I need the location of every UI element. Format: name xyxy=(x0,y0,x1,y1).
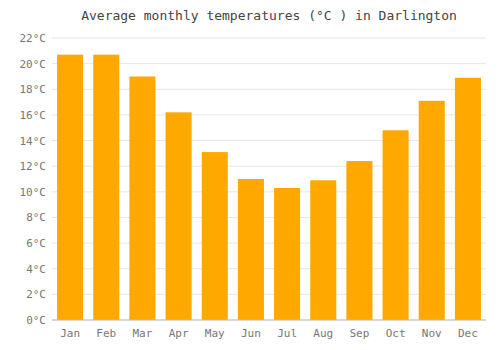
x-tick-label: Aug xyxy=(313,327,333,340)
y-tick-label: 2°C xyxy=(26,288,46,301)
bar xyxy=(274,188,300,320)
y-tick-label: 22°C xyxy=(20,32,47,45)
y-tick-label: 18°C xyxy=(20,83,47,96)
x-tick-label: Oct xyxy=(386,327,406,340)
chart-title: Average monthly temperatures (°C ) in Da… xyxy=(81,8,457,23)
bar xyxy=(419,101,445,320)
y-tick-label: 0°C xyxy=(26,314,46,327)
chart-container: Average monthly temperatures (°C ) in Da… xyxy=(0,0,500,350)
y-tick-label: 12°C xyxy=(20,160,47,173)
x-tick-label: Jan xyxy=(60,327,80,340)
x-tick-label: Sep xyxy=(349,327,369,340)
bar xyxy=(346,161,372,320)
y-tick-label: 20°C xyxy=(20,58,47,71)
bars xyxy=(57,55,481,320)
bar xyxy=(129,76,155,320)
x-tick-label: Nov xyxy=(422,327,442,340)
bar xyxy=(238,179,264,320)
y-tick-label: 8°C xyxy=(26,211,46,224)
x-tick-label: Feb xyxy=(96,327,116,340)
bar xyxy=(93,55,119,320)
bar xyxy=(166,112,192,320)
x-axis-line xyxy=(52,320,486,321)
bar xyxy=(383,130,409,320)
chart-svg: Average monthly temperatures (°C ) in Da… xyxy=(0,0,500,350)
bar xyxy=(455,78,481,320)
y-tick-label: 6°C xyxy=(26,237,46,250)
bar xyxy=(57,55,83,320)
y-tick-label: 4°C xyxy=(26,263,46,276)
grid xyxy=(52,38,486,320)
x-tick-label: Jul xyxy=(277,327,297,340)
y-tick-label: 14°C xyxy=(20,135,47,148)
y-tick-label: 16°C xyxy=(20,109,47,122)
x-tick-label: May xyxy=(205,327,225,340)
grid-line xyxy=(52,320,486,321)
bar xyxy=(202,152,228,320)
x-tick-label: Mar xyxy=(132,327,152,340)
x-tick-label: Jun xyxy=(241,327,261,340)
x-tick-label: Apr xyxy=(169,327,189,340)
x-tick-label: Dec xyxy=(458,327,478,340)
y-tick-label: 10°C xyxy=(20,186,47,199)
grid-line xyxy=(52,38,486,39)
bar xyxy=(310,180,336,320)
